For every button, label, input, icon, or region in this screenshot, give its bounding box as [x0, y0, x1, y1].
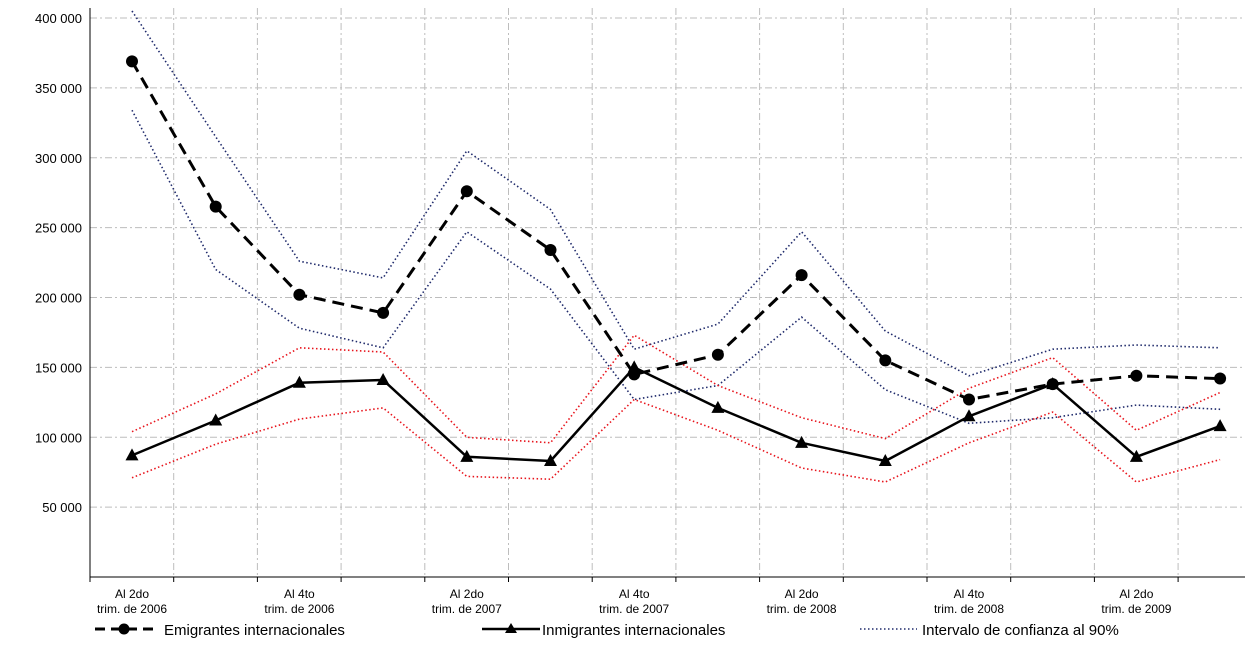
legend-label-intervalo: Intervalo de confianza al 90%	[922, 622, 1119, 639]
data-point-inmigrantes	[125, 448, 139, 461]
data-point-inmigrantes	[1046, 377, 1060, 390]
data-point-emigrantes	[126, 55, 138, 68]
data-point-inmigrantes	[292, 375, 306, 388]
data-point-inmigrantes	[878, 454, 892, 467]
data-point-emigrantes	[544, 243, 557, 256]
data-point-inmigrantes	[1129, 449, 1143, 462]
series-line-0	[130, 60, 1221, 401]
y-tick-label: 150 000	[35, 360, 82, 375]
legend-label-emigrantes: Emigrantes internacionales	[164, 622, 345, 639]
legend-item-intervalo: Intervalo de confianza al 90%	[860, 622, 1119, 639]
x-tick-label: trim. de 2007	[599, 602, 669, 616]
x-tick-label: trim. de 2007	[432, 602, 502, 616]
y-tick-label: 400 000	[35, 11, 82, 26]
axes	[89, 8, 1245, 582]
y-tick-label: 200 000	[35, 291, 82, 306]
x-tick-label: trim. de 2006	[97, 602, 167, 616]
x-tick-label: Al 2do	[115, 587, 149, 601]
x-tick-label: Al 2do	[450, 587, 484, 601]
grid	[90, 8, 1245, 577]
y-tick-label: 350 000	[35, 81, 82, 96]
data-point-inmigrantes	[460, 449, 474, 462]
x-tick-label: Al 4to	[619, 587, 650, 601]
data-point-emigrantes	[293, 288, 306, 301]
x-tick-label: Al 2do	[785, 587, 819, 601]
data-point-emigrantes	[1214, 372, 1227, 385]
data-point-inmigrantes	[711, 400, 725, 413]
ci-lower-line-2	[131, 109, 1221, 425]
series	[125, 10, 1227, 483]
data-point-inmigrantes	[376, 372, 390, 385]
x-tick-label: Al 4to	[284, 587, 315, 601]
x-tick-label: trim. de 2008	[934, 602, 1004, 616]
legend-item-emigrantes: Emigrantes internacionales	[95, 622, 345, 639]
series-line-1	[131, 366, 1221, 463]
data-point-inmigrantes	[962, 409, 976, 422]
y-tick-label: 300 000	[35, 151, 82, 166]
x-tick-label: trim. de 2008	[767, 602, 837, 616]
ci-upper-line-3	[131, 334, 1221, 444]
data-point-emigrantes	[963, 393, 975, 406]
data-point-inmigrantes	[627, 360, 641, 373]
y-tick-labels: 50 000 100 000 150 000 200 000 250 000 300 00…	[35, 11, 82, 515]
data-point-emigrantes	[879, 354, 892, 367]
data-point-inmigrantes	[209, 413, 223, 426]
y-tick-label: 50 000	[42, 500, 82, 515]
x-tick-label: trim. de 2009	[1101, 602, 1171, 616]
y-tick-label: 100 000	[35, 430, 82, 445]
data-point-emigrantes	[209, 200, 222, 213]
data-point-inmigrantes	[544, 454, 557, 467]
data-point-emigrantes	[1130, 369, 1143, 382]
x-tick-label: Al 4to	[954, 587, 985, 601]
x-tick-label: trim. de 2006	[264, 602, 334, 616]
data-point-emigrantes	[460, 185, 473, 198]
data-point-inmigrantes	[795, 435, 809, 448]
legend: Emigrantes internacionales Inmigrantes i…	[95, 622, 1119, 639]
legend-label-inmigrantes: Inmigrantes internacionales	[542, 622, 725, 639]
data-point-emigrantes	[377, 306, 390, 319]
data-point-emigrantes	[795, 269, 808, 282]
x-tick-label: Al 2do	[1119, 587, 1153, 601]
y-tick-label: 250 000	[35, 221, 82, 236]
legend-item-inmigrantes: Inmigrantes internacionales	[482, 622, 725, 639]
data-point-inmigrantes	[1213, 419, 1227, 432]
data-point-emigrantes	[711, 348, 724, 361]
